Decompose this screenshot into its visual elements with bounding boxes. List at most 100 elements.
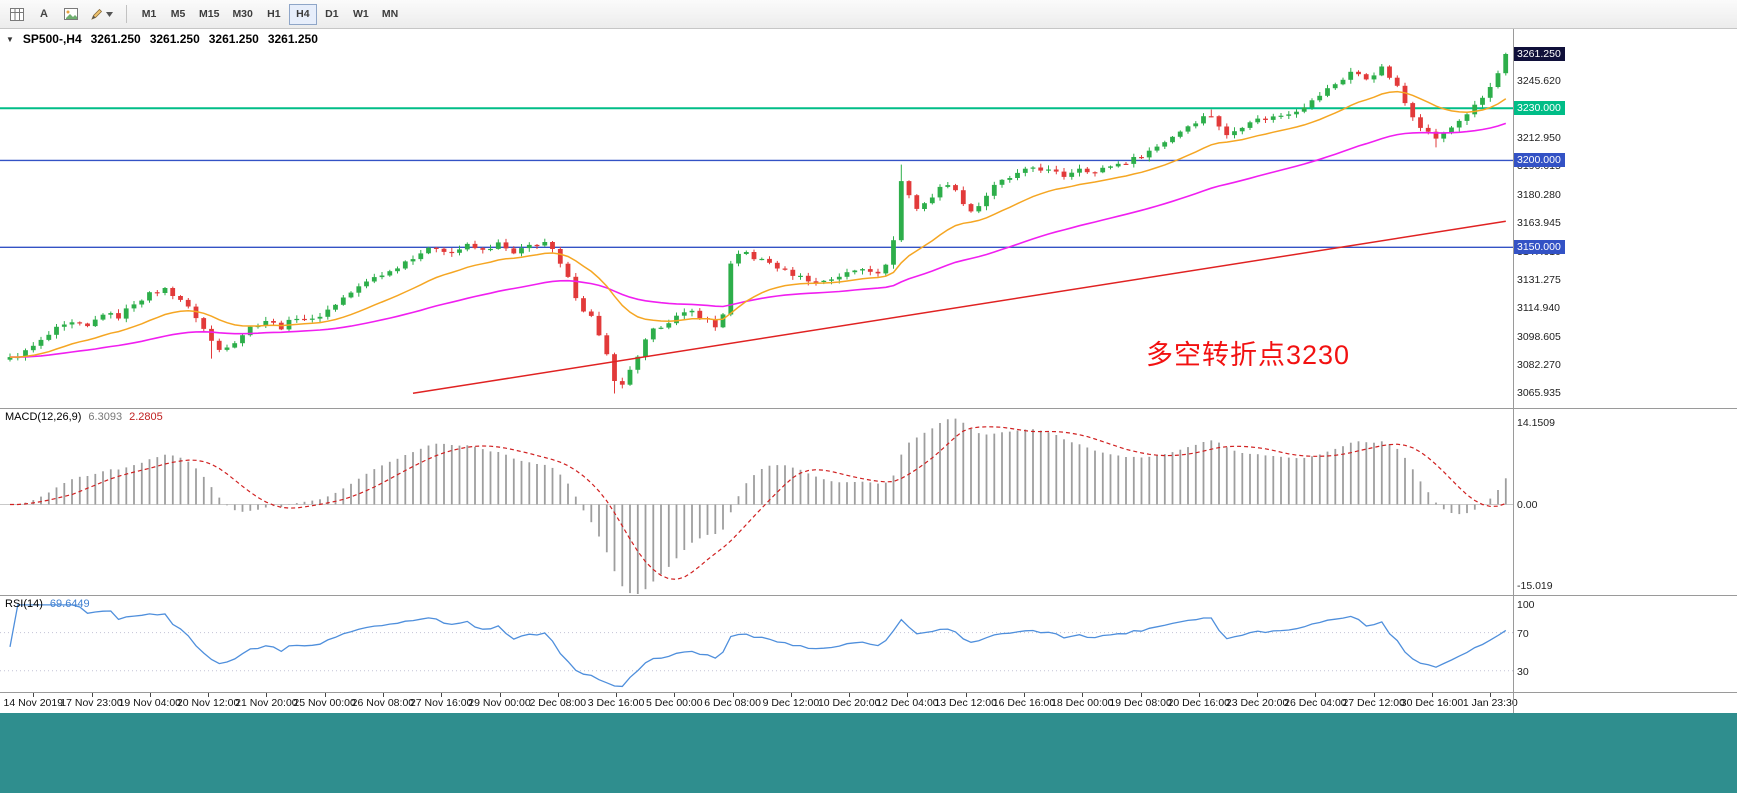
ohlc-open-value: 3261.250 (90, 32, 141, 46)
timeframe-m1[interactable]: M1 (135, 4, 163, 25)
time-axis-label: 13 Dec 12:00 (934, 697, 997, 709)
toolbar-separator (126, 5, 127, 23)
chart-annotation-text: 多空转折点3230 (1146, 340, 1351, 370)
rsi-axis-label: 30 (1517, 665, 1529, 678)
time-axis-tick (907, 693, 909, 697)
ohlc-close-value: 3261.250 (267, 32, 318, 46)
price-axis-label: 3098.605 (1517, 330, 1561, 343)
ohlc-high-value: 3261.250 (149, 32, 200, 46)
text-tool-label: A (40, 8, 48, 20)
macd-axis-label: 14.1509 (1517, 417, 1555, 429)
time-axis-label: 14 Nov 2019 (3, 697, 64, 709)
time-axis-tick (1432, 693, 1433, 697)
timeframe-w1[interactable]: W1 (347, 4, 375, 25)
time-axis-label: 18 Dec 00:00 (1051, 697, 1114, 709)
time-axis-tick (33, 693, 35, 697)
chart-grid-icon[interactable] (4, 3, 30, 26)
time-axis-tick (324, 693, 326, 697)
macd-label-row: MACD(12,26,9) 6.3093 2.2805 (5, 411, 163, 423)
timeframe-h1[interactable]: H1 (260, 4, 288, 25)
time-axis[interactable]: 14 Nov 2019 17 Nov 23:00 19 Nov 04:00 20 No… (0, 692, 1737, 713)
timeframe-h4[interactable]: H4 (288, 3, 317, 25)
rsi-line-chart (0, 596, 1513, 698)
image-tool-icon[interactable] (58, 3, 84, 26)
timeframe-group: M1 M5 M15 M30 H1 H4 D1 W1 MN (135, 3, 404, 25)
timeframe-m15[interactable]: M15 (193, 4, 225, 25)
price-axis-label: 3212.950 (1517, 131, 1561, 144)
macd-axis-label: 0.00 (1517, 498, 1538, 511)
price-badge-3261.25: 3261.250 (1514, 46, 1565, 61)
time-axis-tick (1490, 693, 1492, 697)
time-axis-label: 2 Dec 08:00 (529, 697, 587, 709)
rsi-axis-label: 100 (1517, 598, 1535, 611)
time-axis-tick (1373, 693, 1375, 697)
time-axis-label: 20 Nov 12:00 (176, 697, 240, 709)
time-axis-label: 27 Nov 16:00 (409, 697, 473, 709)
time-axis-label: 16 Dec 16:00 (992, 697, 1056, 709)
time-axis-label: 9 Dec 12:00 (762, 697, 820, 709)
ohlc-low-value: 3261.250 (208, 32, 259, 46)
time-axis-tick (208, 693, 210, 697)
price-badge-3200: 3200.000 (1514, 152, 1565, 167)
main-chart-panel[interactable]: ▼ SP500-,H4 3261.250 3261.250 3261.250 3… (0, 29, 1737, 408)
price-axis-label: 3114.940 (1517, 302, 1561, 315)
time-axis-tick (1140, 693, 1142, 697)
time-axis-tick (849, 693, 851, 697)
time-axis-label: 6 Dec 08:00 (704, 697, 761, 709)
time-axis-label: 26 Nov 08:00 (351, 697, 415, 709)
macd-indicator-label: MACD(12,26,9) (5, 411, 82, 423)
time-axis-tick (1257, 693, 1259, 697)
timeframe-m5[interactable]: M5 (164, 4, 192, 25)
collapse-arrow-icon[interactable]: ▼ (6, 34, 14, 44)
toolbar: A M1 M5 M15 M30 H1 H4 D1 W1 MN (0, 0, 1737, 29)
time-axis-tick (266, 693, 268, 697)
price-axis-label: 3163.945 (1517, 217, 1561, 230)
time-axis-label: 17 Nov 23:00 (60, 697, 123, 709)
time-axis-tick (965, 693, 967, 697)
price-axis-label: 3180.280 (1517, 188, 1561, 201)
macd-signal-value: 2.2805 (129, 411, 163, 423)
time-axis-tick (557, 693, 559, 697)
time-axis-label: 27 Dec 12:00 (1342, 697, 1405, 709)
time-axis-tick (499, 693, 501, 697)
text-tool-button[interactable]: A (31, 3, 57, 26)
time-axis-tick (674, 693, 676, 697)
time-axis-label: 3 Dec 16:00 (587, 697, 645, 709)
price-badge-3150: 3150.000 (1514, 239, 1565, 254)
price-axis-label: 3245.620 (1517, 75, 1561, 88)
time-axis-label: 5 Dec 00:00 (645, 697, 703, 709)
time-axis-tick (382, 693, 384, 697)
price-axis-label: 3065.935 (1517, 387, 1561, 400)
time-axis-label: 26 Dec 04:00 (1284, 697, 1347, 709)
timeframe-d1[interactable]: D1 (318, 4, 346, 25)
timeframe-m30[interactable]: M30 (226, 4, 258, 25)
macd-histogram (0, 409, 1513, 601)
time-axis-label: 25 Nov 00:00 (293, 697, 356, 709)
time-axis-tick (149, 693, 151, 697)
price-axis-divider (1513, 29, 1514, 713)
rsi-value: 69.6449 (49, 598, 90, 610)
time-axis-label: 29 Nov 00:00 (468, 697, 531, 709)
time-axis-tick (1198, 693, 1200, 697)
time-axis-tick (790, 693, 792, 697)
time-axis-tick (1315, 693, 1317, 697)
time-axis-label: 19 Nov 04:00 (118, 697, 182, 709)
timeframe-mn[interactable]: MN (376, 4, 404, 25)
time-axis-label: 30 Dec 16:00 (1400, 697, 1464, 709)
draw-tool-icon[interactable] (85, 3, 118, 26)
rsi-indicator-label: RSI(14) (5, 598, 43, 610)
rsi-panel[interactable]: RSI(14) 69.6449 100 70 30 (0, 595, 1737, 692)
time-axis-tick (1024, 693, 1025, 697)
macd-axis-label: -15.019 (1517, 580, 1553, 592)
footer-band (0, 713, 1737, 793)
candlestick-chart[interactable] (0, 29, 1513, 413)
time-axis-label: 21 Nov 20:00 (235, 697, 298, 709)
time-axis-label: 23 Dec 20:00 (1225, 697, 1289, 709)
chevron-down-icon (106, 11, 113, 17)
rsi-label-row: RSI(14) 69.6449 (5, 598, 90, 610)
price-axis-label: 3082.270 (1517, 359, 1561, 371)
macd-panel[interactable]: MACD(12,26,9) 6.3093 2.2805 14.1509 0.00 -… (0, 408, 1737, 595)
time-axis-tick (616, 693, 617, 697)
macd-main-value: 6.3093 (88, 411, 123, 423)
time-axis-tick (1082, 693, 1084, 697)
